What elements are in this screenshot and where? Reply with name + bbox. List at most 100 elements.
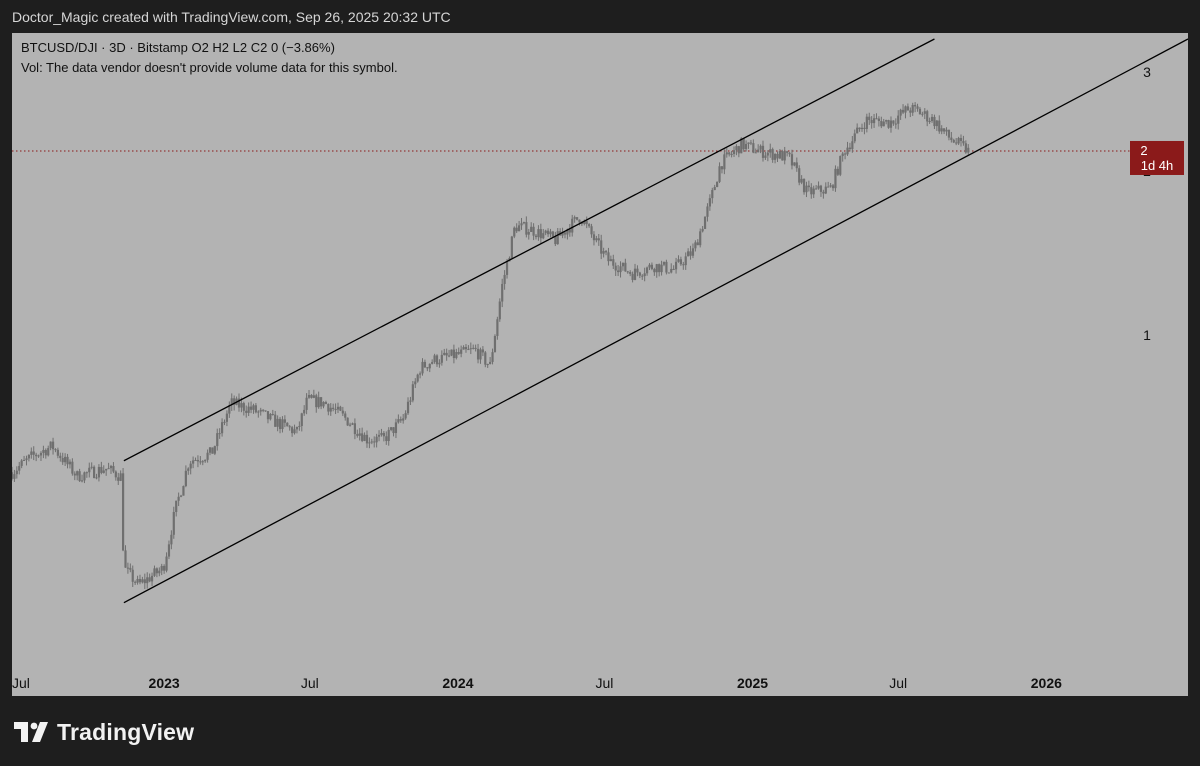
x-axis[interactable]: Jul 2023 Jul 2024 Jul 2025 Jul 2026	[12, 675, 1062, 691]
candle	[788, 152, 791, 157]
candle	[230, 393, 233, 411]
candle	[363, 432, 366, 442]
candle	[450, 349, 453, 357]
candle	[460, 345, 463, 358]
candle	[351, 422, 354, 426]
candle	[959, 134, 963, 147]
candle	[486, 363, 489, 368]
candle	[71, 458, 74, 476]
candle	[216, 428, 219, 451]
candle	[716, 181, 719, 188]
candle	[187, 467, 190, 475]
candle	[334, 403, 337, 415]
candle	[189, 460, 192, 475]
candle	[469, 342, 472, 355]
candle	[51, 437, 55, 455]
candle	[853, 129, 856, 144]
candle	[542, 228, 545, 240]
candle	[322, 401, 325, 409]
candle	[257, 410, 260, 418]
candle	[254, 402, 257, 414]
candle	[860, 123, 864, 132]
candle	[423, 359, 427, 369]
candle	[49, 441, 52, 451]
y-axis[interactable]: 3 2 1	[1143, 64, 1151, 343]
candle	[870, 116, 873, 129]
candle	[568, 224, 571, 237]
candle	[887, 119, 890, 129]
candle	[945, 127, 948, 136]
candle	[742, 138, 745, 152]
candle	[829, 182, 832, 188]
candle	[317, 391, 320, 409]
symbol-legend[interactable]: BTCUSD/DJI · 3D · Bitstamp O2 H2 L2 C2 0…	[21, 40, 335, 55]
candle	[868, 112, 871, 125]
candle	[107, 462, 110, 470]
candle	[694, 240, 697, 252]
candle	[85, 471, 88, 478]
candle	[650, 262, 654, 271]
candle	[358, 428, 361, 441]
candle	[124, 545, 127, 568]
candle	[237, 393, 241, 412]
candle	[916, 103, 919, 112]
channel-lower-line[interactable]	[123, 38, 1188, 604]
candle	[426, 366, 429, 372]
candle	[778, 149, 782, 160]
candle	[880, 116, 883, 129]
candle	[546, 228, 550, 237]
candle	[904, 105, 907, 119]
candle	[769, 143, 772, 158]
candle	[341, 406, 344, 417]
candle	[228, 401, 231, 418]
candle	[551, 230, 555, 238]
candle	[443, 348, 446, 356]
candle	[911, 102, 914, 116]
candle	[445, 348, 448, 361]
candle	[433, 353, 436, 364]
candle	[467, 345, 470, 351]
candle	[674, 257, 678, 274]
candle	[76, 470, 79, 481]
candle	[249, 401, 253, 414]
candle	[819, 184, 823, 197]
candle	[288, 424, 291, 431]
candle	[223, 419, 226, 426]
candle	[501, 278, 504, 308]
candle	[392, 427, 395, 437]
candle	[604, 249, 608, 256]
candle	[489, 357, 492, 365]
candle	[114, 470, 117, 481]
candle	[348, 422, 352, 427]
tradingview-brand[interactable]: TradingView	[14, 719, 194, 745]
candle	[747, 142, 750, 149]
candle	[877, 116, 881, 127]
x-tick-label: Jul	[12, 675, 30, 691]
candle	[510, 235, 513, 260]
candle	[592, 231, 596, 246]
price-chart[interactable]: 3 2 1 Jul 2023 Jul 2024 Jul 2025 Jul 2026 2 1d 4h	[12, 33, 1188, 696]
candle	[563, 232, 567, 239]
candle	[658, 263, 661, 277]
candle	[691, 243, 695, 259]
candle	[513, 226, 516, 239]
candle	[754, 148, 757, 154]
candle	[56, 447, 59, 459]
candle	[672, 265, 675, 271]
candle	[324, 400, 328, 405]
candle	[370, 438, 373, 445]
candle	[505, 258, 509, 279]
candle	[766, 150, 769, 162]
chart-panel[interactable]: 3 2 1 Jul 2023 Jul 2024 Jul 2025 Jul 2026 2 1d 4h…	[12, 33, 1188, 696]
candle	[844, 152, 847, 160]
candle	[462, 345, 465, 350]
candle	[752, 139, 755, 154]
candle	[725, 148, 728, 158]
candle	[899, 108, 902, 120]
candle	[636, 265, 639, 277]
channel-upper-line[interactable]	[123, 38, 935, 462]
y-tick-label: 3	[1143, 64, 1151, 80]
candle	[117, 472, 120, 485]
candle	[247, 402, 250, 417]
candle	[138, 574, 142, 585]
